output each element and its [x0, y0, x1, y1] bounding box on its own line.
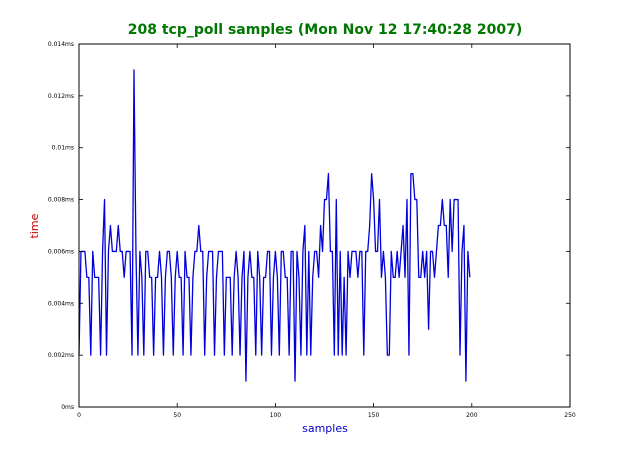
x-tick-label: 100 [270, 412, 282, 419]
y-tick-label: 0.004ms [48, 300, 74, 307]
y-tick-label: 0.012ms [48, 93, 74, 100]
y-tick-label: 0.006ms [48, 248, 74, 255]
x-tick-label: 250 [564, 412, 576, 419]
series-line-0 [78, 69, 471, 382]
plot-area: 0 50 100 150 200 250 0ms 0.002ms 0.004ms 0.006ms 0… [48, 41, 576, 419]
plot-frame [78, 43, 571, 408]
y-tick-label: 0.01ms [52, 145, 74, 152]
chart-title: 208 tcp_poll samples (Mon Nov 12 17:40:2… [128, 22, 522, 38]
y-tick-label: 0.002ms [48, 352, 74, 359]
x-axis-label: samples [302, 422, 348, 435]
y-tick-label: 0.008ms [48, 197, 74, 204]
x-tick-label: 0 [77, 412, 81, 419]
x-tick-label: 50 [173, 412, 181, 419]
x-tick-label: 150 [368, 412, 380, 419]
y-tick-label: 0ms [61, 404, 74, 411]
x-tick-label: 200 [466, 412, 478, 419]
y-tick-label: 0.014ms [48, 41, 74, 48]
y-axis-label: time [28, 213, 41, 238]
